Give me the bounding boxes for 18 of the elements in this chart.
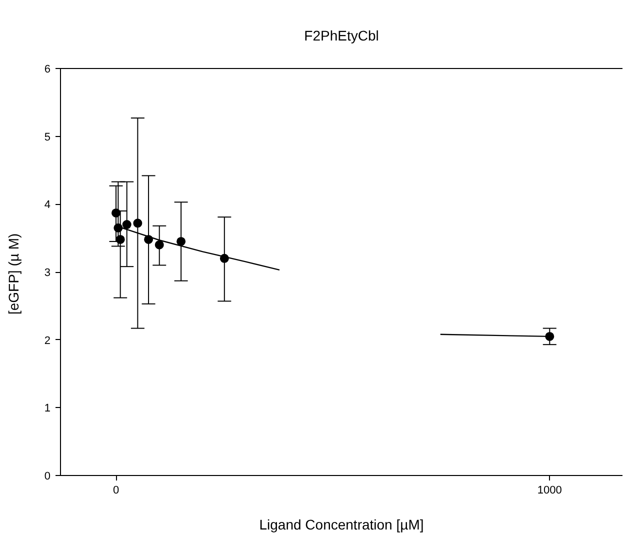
y-tick-label: 0 (44, 470, 51, 482)
point (122, 220, 132, 230)
y-tick-label: 4 (44, 199, 51, 212)
y-tick-label: 6 (44, 64, 51, 76)
y-tick-label: 3 (44, 267, 51, 279)
point (154, 240, 164, 250)
y-tick-label: 1 (44, 402, 51, 415)
y-axis-title: [eGFP] (µ M) (5, 233, 22, 315)
point (112, 208, 121, 218)
y-tick-label: 5 (44, 131, 51, 144)
point (116, 234, 125, 244)
x-axis-title: Ligand Concentration [µM] (259, 516, 424, 532)
point (545, 332, 554, 341)
x-tick-label: 1000 (537, 484, 562, 496)
chart-title: F2PhEtyCbl (304, 28, 379, 44)
point (133, 218, 142, 228)
point (176, 236, 186, 246)
y-tick-label: 2 (44, 334, 51, 347)
